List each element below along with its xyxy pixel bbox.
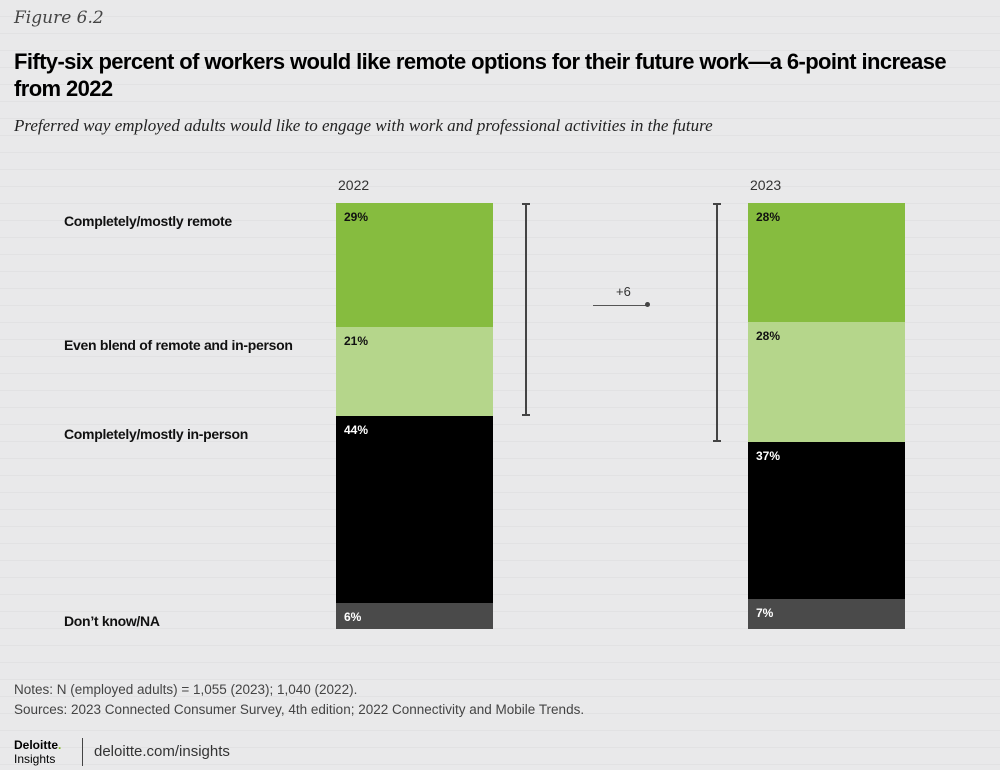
category-label: Even blend of remote and in-person: [64, 336, 293, 353]
arrow-icon: [593, 302, 650, 307]
bar-segment: 44%: [336, 416, 493, 604]
bar-segment: 21%: [336, 326, 493, 416]
notes-text: Notes: N (employed adults) = 1,055 (2023…: [14, 682, 358, 697]
insights-logo: Insights: [14, 752, 56, 766]
bar-segment: 28%: [748, 203, 905, 323]
change-label: +6: [616, 284, 631, 299]
year-label: 2023: [750, 177, 782, 193]
bar-segment: 29%: [336, 203, 493, 327]
bar-segment: 6%: [336, 603, 493, 629]
category-label: Completely/mostly remote: [64, 213, 232, 229]
category-label: Don’t know/NA: [64, 613, 160, 630]
chart-title: Fifty-six percent of workers would like …: [14, 49, 947, 101]
figure-label: Figure 6.2: [14, 8, 104, 28]
year-label: 2022: [338, 177, 370, 193]
arrow-head-icon: [645, 302, 650, 307]
chart-subtitle: Preferred way employed adults would like…: [14, 116, 713, 135]
footnotes: Notes: N (employed adults) = 1,055 (2023…: [14, 680, 584, 720]
bar-segment: 37%: [748, 441, 905, 600]
sources-text: Sources: 2023 Connected Consumer Survey,…: [14, 702, 585, 717]
bar-segment: 7%: [748, 599, 905, 629]
bar-segment: 28%: [748, 322, 905, 442]
bracket: [713, 203, 721, 442]
deloitte-logo: Deloitte.: [14, 738, 62, 752]
category-label: Completely/mostly in-person: [64, 426, 249, 442]
logo-line1: Deloitte: [14, 738, 59, 752]
bracket: [522, 203, 530, 416]
site-url[interactable]: deloitte.com/insights: [94, 743, 230, 760]
divider: [82, 738, 83, 766]
